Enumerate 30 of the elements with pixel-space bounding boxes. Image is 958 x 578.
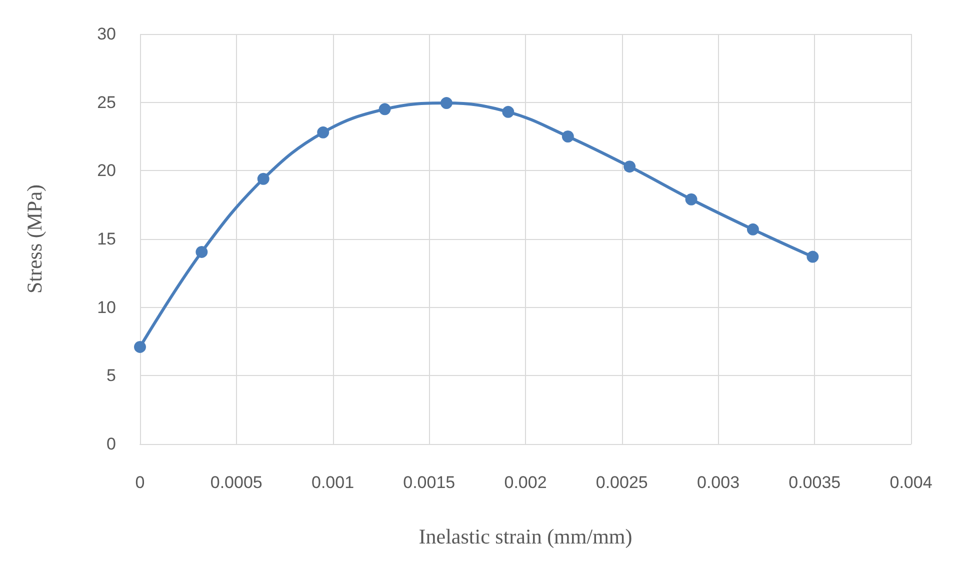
x-tick-label: 0 <box>135 473 145 492</box>
point <box>257 172 270 185</box>
y-tick-label: 10 <box>97 298 116 317</box>
point <box>134 340 146 353</box>
point <box>562 130 574 142</box>
point <box>685 193 698 206</box>
y-tick-label: 30 <box>97 24 116 44</box>
x-tick-label: 0.0005 <box>210 473 262 492</box>
point <box>317 126 330 138</box>
y-tick-label: 20 <box>97 161 116 180</box>
x-tick-label: 0.0025 <box>596 473 648 492</box>
y-axis-title: Stress (MPa) <box>22 184 46 294</box>
point <box>746 223 759 236</box>
x-tick-label: 0.0035 <box>788 473 841 492</box>
y-tick-label: 25 <box>97 92 116 112</box>
x-tick-label: 0.003 <box>696 473 740 492</box>
y-tick-label: 0 <box>106 434 116 454</box>
point <box>378 103 391 116</box>
x-axis-title: Inelastic strain (mm/mm) <box>418 524 632 548</box>
point <box>440 97 452 110</box>
x-tick-label: 0.001 <box>311 473 354 492</box>
point <box>806 250 819 263</box>
point <box>502 106 514 118</box>
x-tick-label: 0.002 <box>504 473 547 492</box>
x-tick-label: 0.0015 <box>403 473 456 492</box>
point <box>624 160 636 173</box>
point <box>196 246 208 258</box>
y-tick-label: 15 <box>97 230 116 248</box>
y-tick-label: 5 <box>106 366 116 386</box>
x-tick-label: 0.004 <box>890 473 932 492</box>
